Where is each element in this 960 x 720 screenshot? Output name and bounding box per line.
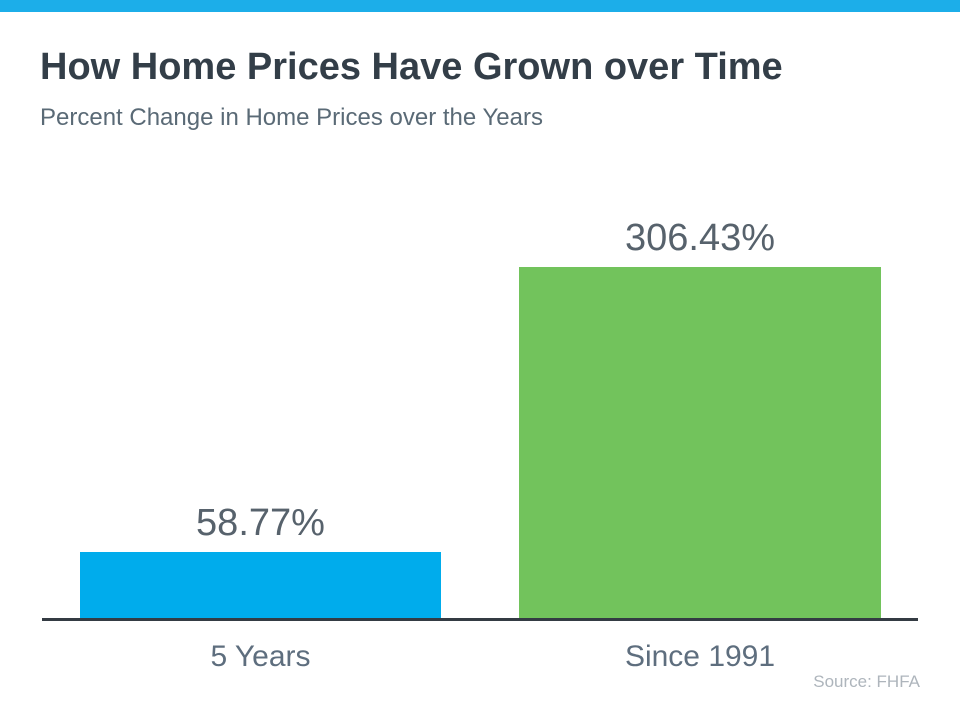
category-label-since-1991: Since 1991 [624,640,776,673]
bar-group-5-years: 58.77% [80,0,441,620]
top-banner [0,0,960,12]
bar-since-1991 [519,267,881,620]
x-axis-line [42,618,918,621]
chart-subtitle: Percent Change in Home Prices over the Y… [40,104,543,131]
value-label-5-years: 58.77% [196,502,325,544]
bar-group-since-1991: 306.43% [519,0,881,620]
chart-title: How Home Prices Have Grown over Time [40,46,783,88]
bar-5-years [80,552,441,620]
source-attribution: Source: FHFA [813,672,920,691]
category-label-5-years: 5 Years [210,640,311,673]
value-label-since-1991: 306.43% [624,217,775,259]
